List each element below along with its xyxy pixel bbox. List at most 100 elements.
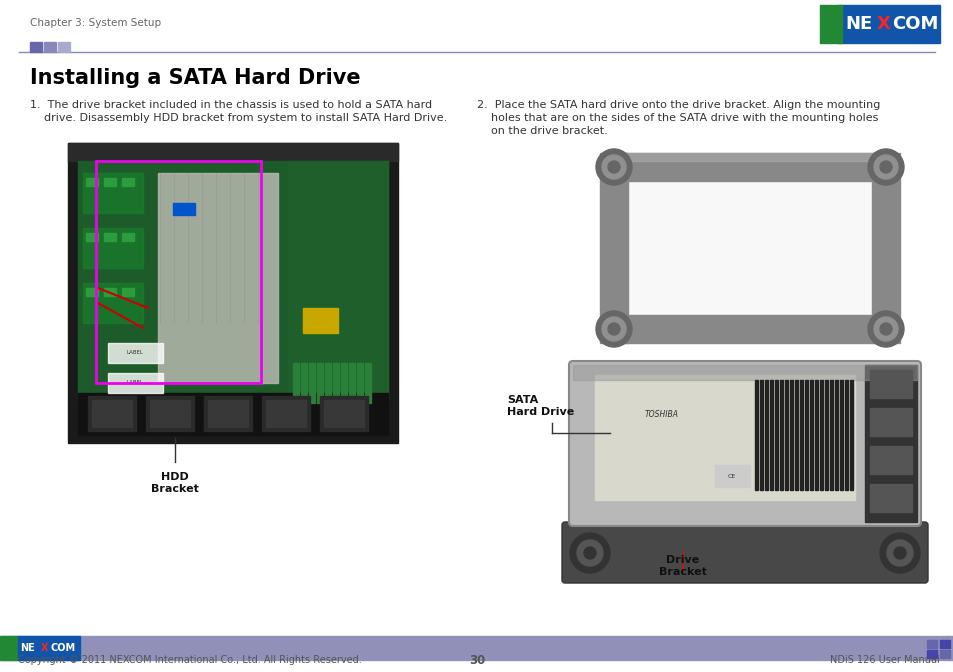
Circle shape <box>873 155 897 179</box>
Bar <box>849 380 852 490</box>
Bar <box>939 640 949 648</box>
Bar <box>108 373 163 393</box>
Bar <box>619 153 879 181</box>
Bar <box>122 233 133 241</box>
Text: SATA
Hard Drive: SATA Hard Drive <box>506 395 574 417</box>
Bar <box>754 380 758 490</box>
Text: LABEL: LABEL <box>127 351 143 355</box>
Text: LABEL: LABEL <box>127 380 143 386</box>
Text: 2.  Place the SATA hard drive onto the drive bracket. Align the mounting: 2. Place the SATA hard drive onto the dr… <box>476 100 880 110</box>
Bar <box>595 375 854 500</box>
Bar <box>104 178 116 186</box>
Circle shape <box>601 317 625 341</box>
Circle shape <box>867 149 903 185</box>
Circle shape <box>601 155 625 179</box>
Bar <box>627 181 871 315</box>
Text: on the drive bracket.: on the drive bracket. <box>476 126 607 136</box>
Bar <box>349 363 355 403</box>
Bar <box>91 400 132 427</box>
Circle shape <box>879 323 891 335</box>
Bar <box>208 400 248 427</box>
Bar <box>86 288 98 296</box>
Circle shape <box>886 540 912 566</box>
Bar <box>804 380 807 490</box>
Text: 30: 30 <box>468 653 485 667</box>
Bar <box>340 363 347 403</box>
Bar <box>104 288 116 296</box>
Bar <box>599 153 627 343</box>
Bar <box>293 363 298 403</box>
Text: NE: NE <box>844 15 871 33</box>
Bar <box>714 465 749 487</box>
Bar <box>774 380 778 490</box>
Bar <box>146 396 193 431</box>
Bar <box>68 143 397 443</box>
Bar <box>840 380 842 490</box>
Circle shape <box>873 317 897 341</box>
Bar <box>68 143 397 161</box>
Bar <box>58 42 70 52</box>
Bar <box>316 363 323 403</box>
Bar <box>869 408 911 436</box>
Text: HDD
Bracket: HDD Bracket <box>151 472 199 494</box>
Bar <box>784 380 787 490</box>
Bar <box>104 233 116 241</box>
Bar <box>309 363 314 403</box>
Bar <box>172 203 194 215</box>
FancyBboxPatch shape <box>568 361 920 526</box>
Bar <box>789 380 792 490</box>
Circle shape <box>596 149 631 185</box>
Bar <box>319 396 368 431</box>
Text: TOSHIBA: TOSHIBA <box>644 410 679 419</box>
Bar <box>809 380 812 490</box>
Bar <box>837 5 939 43</box>
Bar <box>780 380 782 490</box>
Bar <box>83 173 143 213</box>
Circle shape <box>583 547 596 559</box>
Text: Drive
Bracket: Drive Bracket <box>659 555 706 577</box>
Text: 1.  The drive bracket included in the chassis is used to hold a SATA hard: 1. The drive bracket included in the cha… <box>30 100 432 110</box>
Bar <box>764 380 767 490</box>
Bar <box>204 396 252 431</box>
Bar <box>926 650 936 658</box>
Bar <box>86 178 98 186</box>
Bar <box>86 233 98 241</box>
Text: X: X <box>876 15 890 33</box>
Bar <box>0 636 18 660</box>
Bar <box>619 153 879 161</box>
Bar <box>301 363 307 403</box>
Bar <box>573 365 916 380</box>
Bar <box>871 153 899 343</box>
Bar <box>800 380 802 490</box>
Circle shape <box>596 311 631 347</box>
Bar <box>158 173 277 383</box>
FancyBboxPatch shape <box>561 522 927 583</box>
Bar <box>122 178 133 186</box>
Circle shape <box>607 323 619 335</box>
Bar <box>794 380 797 490</box>
Text: drive. Disassembly HDD bracket from system to install SATA Hard Drive.: drive. Disassembly HDD bracket from syst… <box>30 113 447 123</box>
Bar <box>266 400 306 427</box>
Text: holes that are on the sides of the SATA drive with the mounting holes: holes that are on the sides of the SATA … <box>476 113 878 123</box>
Bar <box>864 365 916 522</box>
Text: NE: NE <box>20 643 34 653</box>
Bar <box>333 363 338 403</box>
Bar <box>303 308 337 333</box>
Circle shape <box>569 533 609 573</box>
Text: NDiS 126 User Manual: NDiS 126 User Manual <box>829 655 939 665</box>
Text: CE: CE <box>727 474 736 480</box>
Bar <box>262 396 310 431</box>
Bar <box>78 161 388 401</box>
Bar <box>122 288 133 296</box>
Bar <box>18 636 80 660</box>
Bar <box>96 161 261 383</box>
Bar <box>834 380 837 490</box>
Bar <box>926 640 936 648</box>
Bar <box>829 380 832 490</box>
Bar <box>44 42 56 52</box>
Bar <box>356 363 363 403</box>
Circle shape <box>879 161 891 173</box>
Bar <box>365 363 371 403</box>
Bar <box>820 380 822 490</box>
Bar <box>88 396 136 431</box>
